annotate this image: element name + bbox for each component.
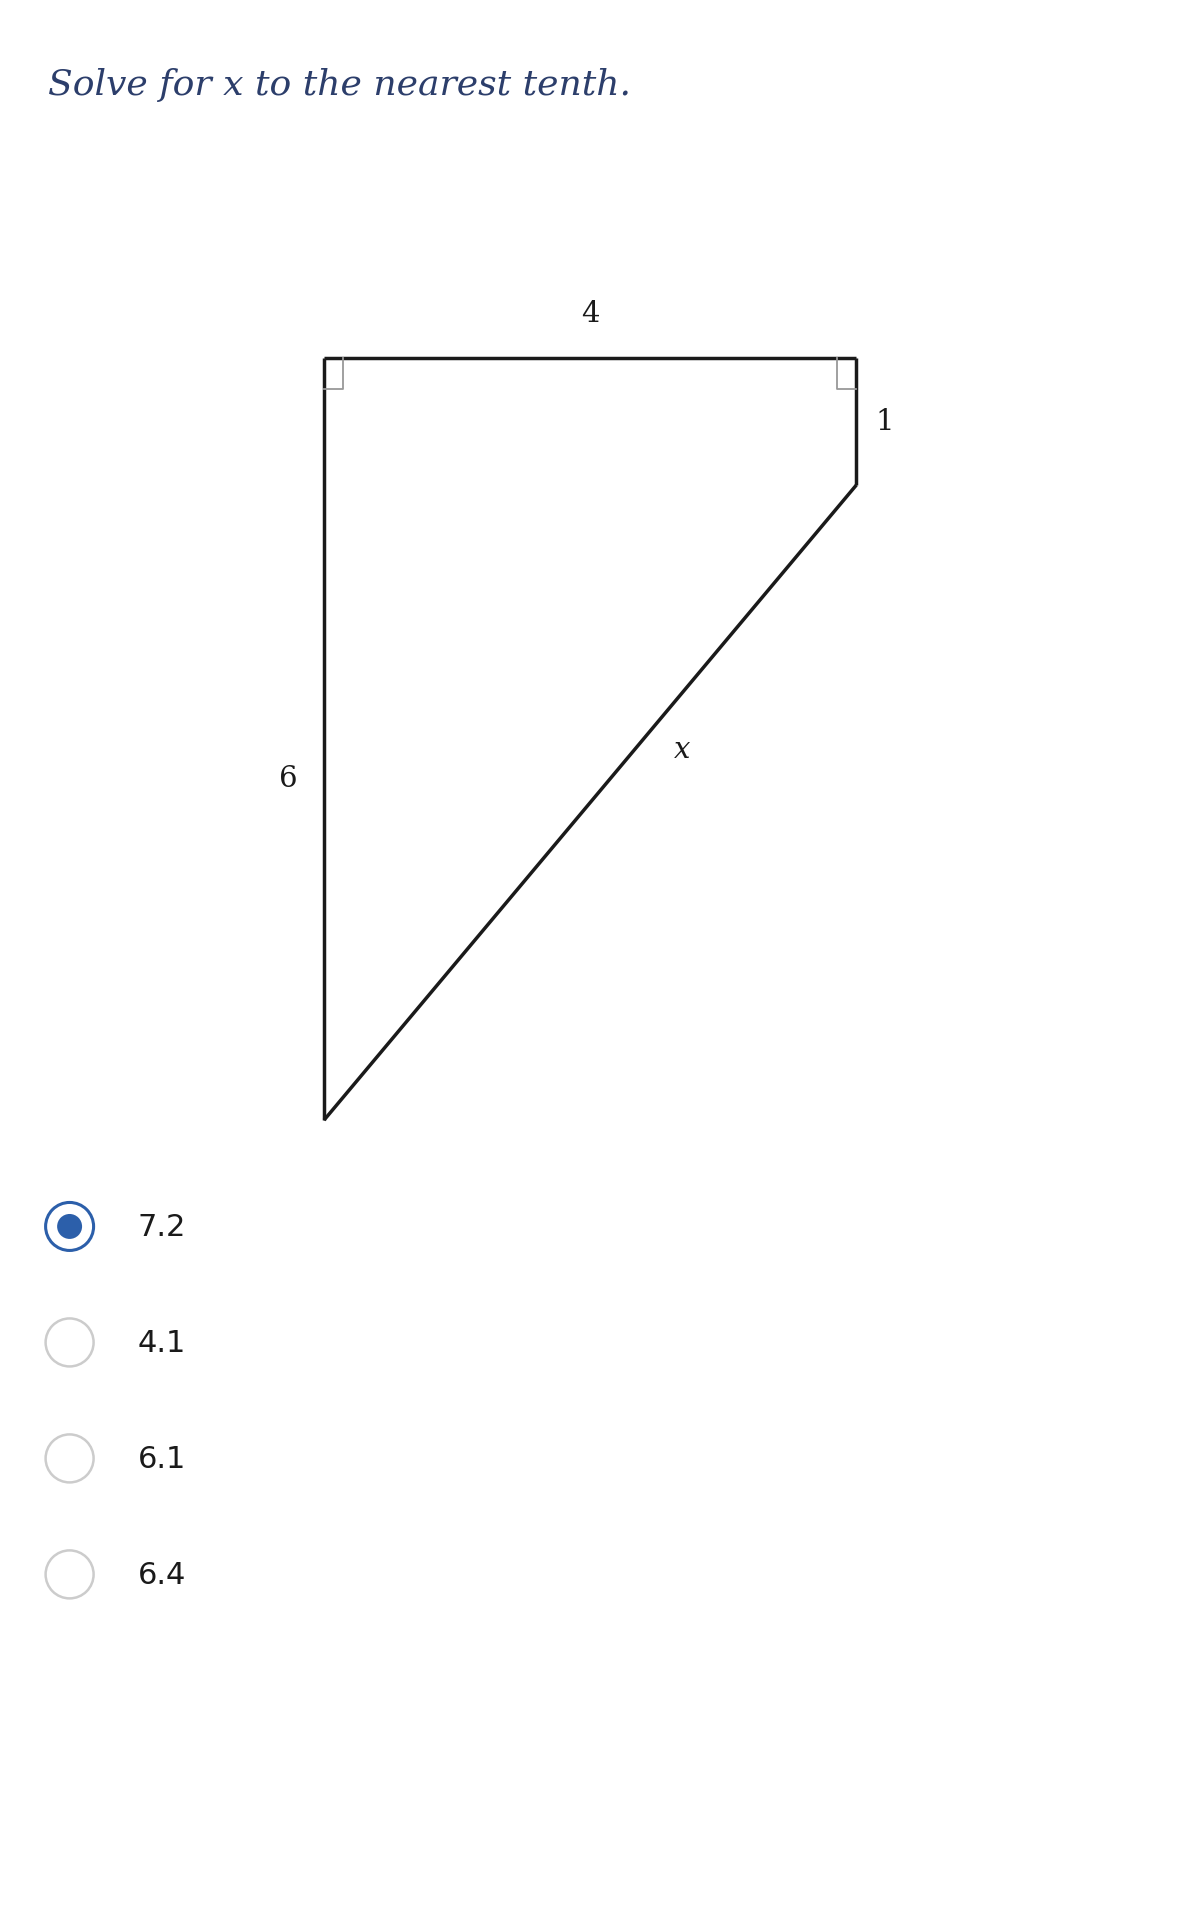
Ellipse shape [46,1551,94,1598]
Text: 6.1: 6.1 [138,1443,186,1474]
Text: 6.4: 6.4 [138,1559,186,1590]
Text: x: x [673,736,690,763]
Text: 4: 4 [581,299,600,328]
Ellipse shape [46,1320,94,1366]
Text: 1: 1 [876,408,894,437]
Text: 6: 6 [278,765,298,792]
Ellipse shape [46,1435,94,1482]
Text: 4.1: 4.1 [138,1327,186,1358]
Text: 7.2: 7.2 [138,1211,186,1242]
Ellipse shape [58,1215,82,1238]
Ellipse shape [46,1204,94,1250]
Text: Solve for x to the nearest tenth.: Solve for x to the nearest tenth. [48,68,631,102]
